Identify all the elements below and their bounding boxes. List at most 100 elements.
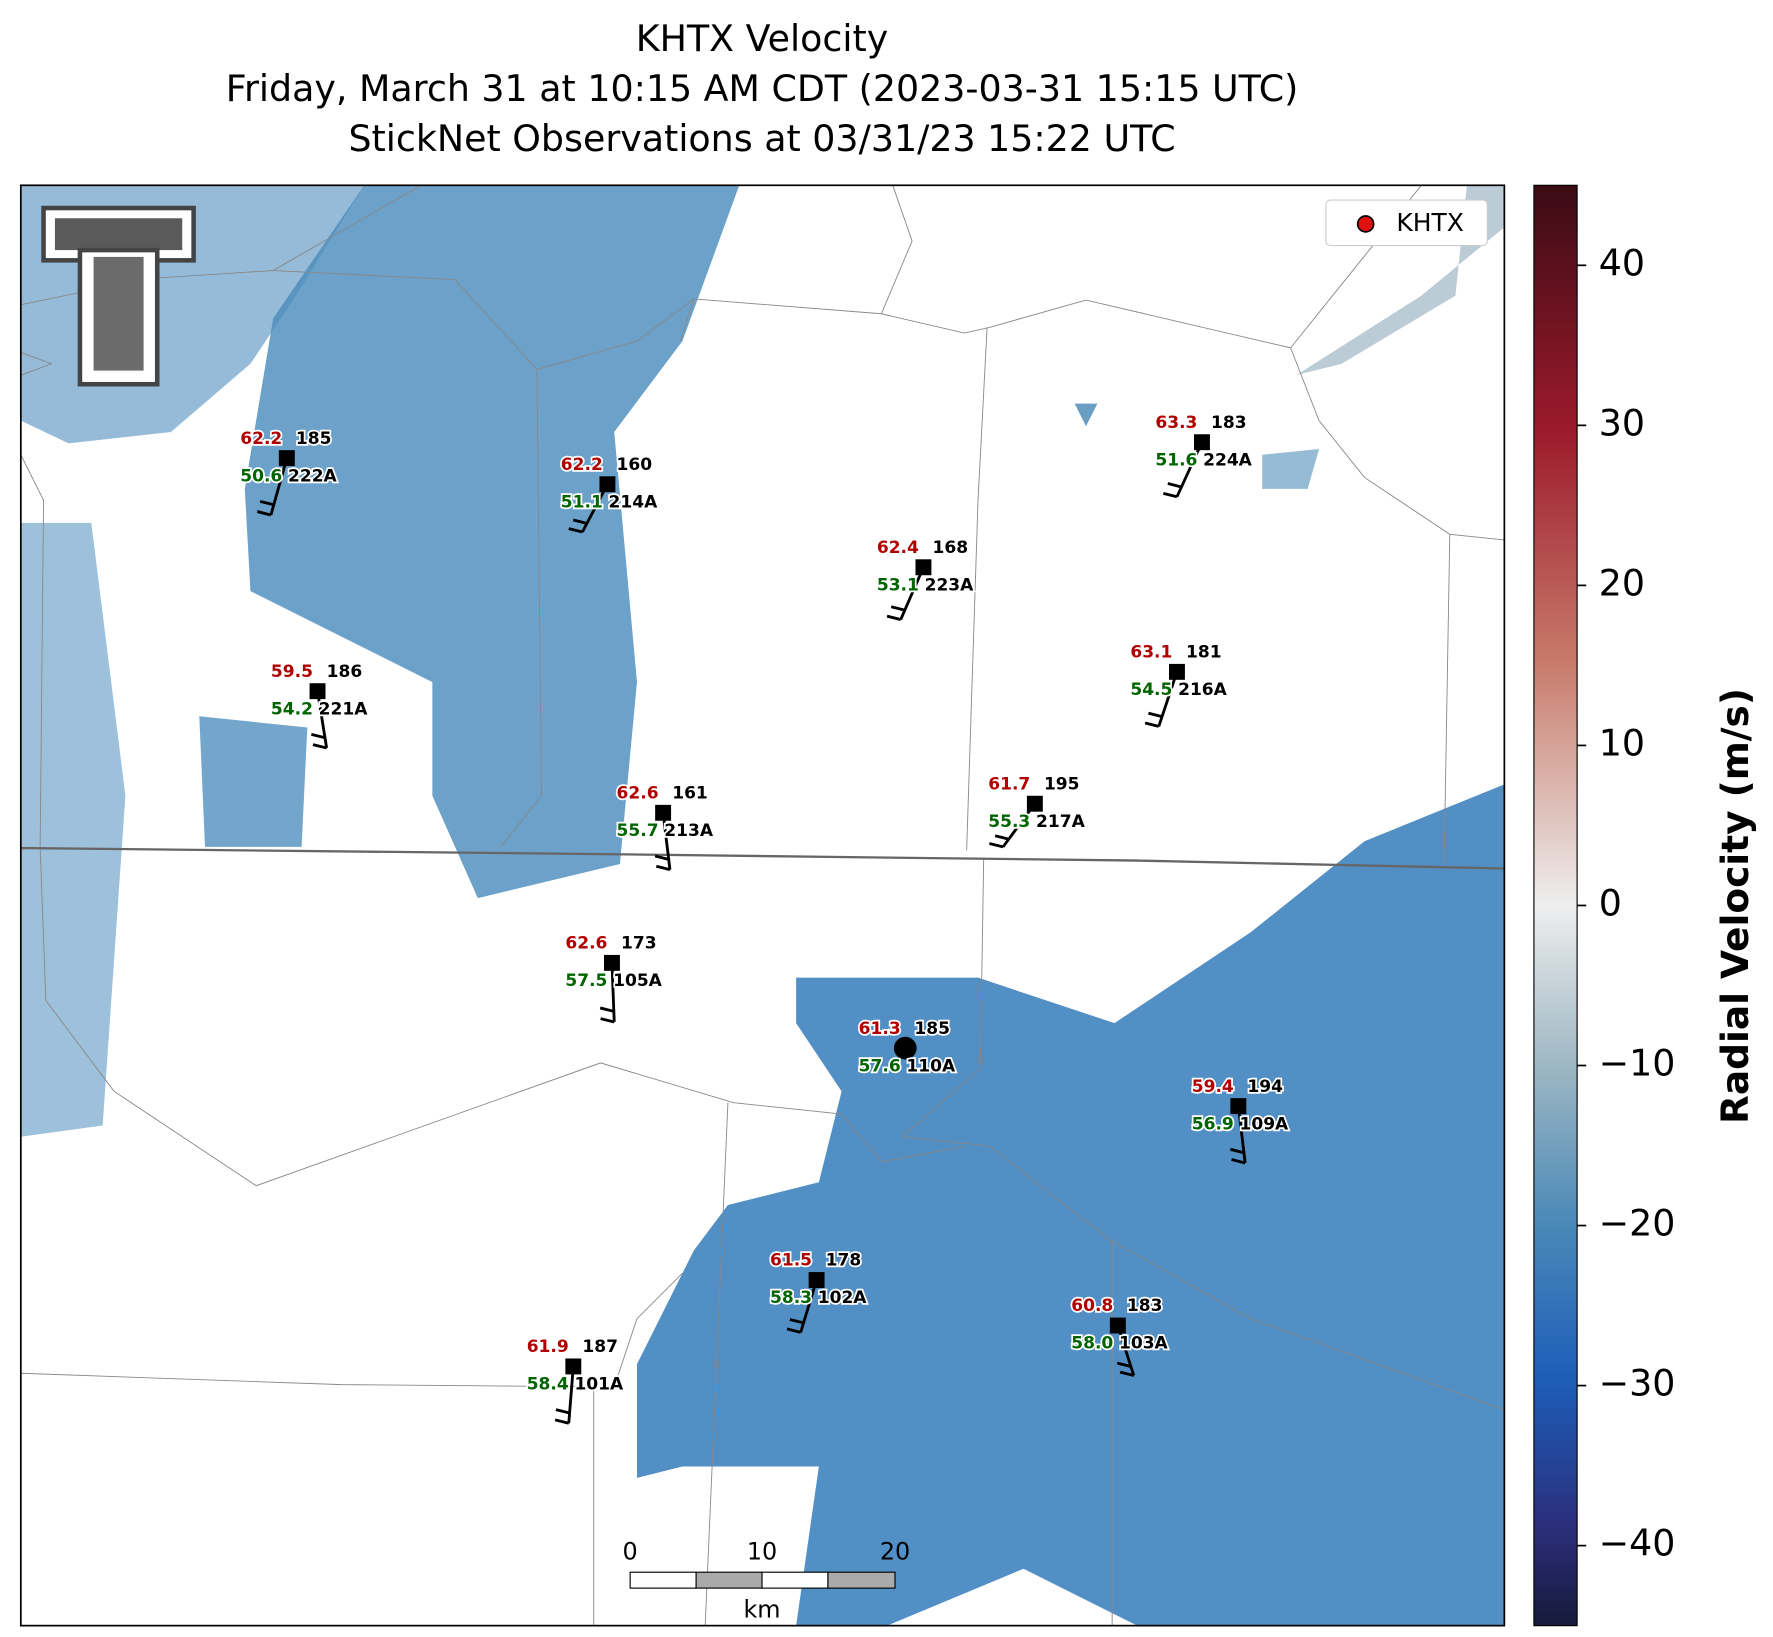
station-reading: 185 — [914, 1019, 950, 1039]
wind-barb-flag — [572, 518, 588, 525]
radar-layer — [20, 185, 1505, 1626]
station: 62.2 185 50.6 222A — [239, 427, 339, 517]
wind-barb — [661, 812, 672, 870]
dewpoint: 53.1 — [877, 575, 919, 595]
temperature: 60.8 — [1071, 1296, 1113, 1316]
station-marker — [1194, 434, 1210, 451]
station: 61.9 187 58.4 101A — [525, 1335, 626, 1425]
dewpoint: 56.9 — [1192, 1114, 1234, 1134]
station-id: 221A — [319, 699, 369, 719]
stations: 62.2 185 50.6 222A 62.2 160 51.1 214A 63.3 183 51.… — [239, 411, 1291, 1425]
temperature: 61.5 — [770, 1251, 812, 1271]
wind-barb-flag — [1144, 721, 1160, 728]
wind-barb-flag — [989, 842, 1004, 849]
colorbar-tick-label: −40 — [1599, 1522, 1676, 1565]
station: 61.7 195 55.3 217A — [987, 773, 1087, 849]
wind-barb-flag — [655, 864, 671, 872]
station-marker — [893, 1036, 917, 1060]
dewpoint: 58.4 — [527, 1375, 569, 1395]
scale-bar: 0 10 20 km — [623, 1537, 911, 1623]
scale-label: 20 — [880, 1537, 910, 1565]
station-reading: 183 — [1127, 1296, 1163, 1316]
wind-barb — [567, 1366, 575, 1424]
temperature: 59.5 — [271, 662, 313, 682]
station-marker — [808, 1272, 825, 1289]
title: KHTX Velocity Friday, March 31 at 10:15 … — [226, 17, 1299, 160]
scale-label: 10 — [747, 1537, 777, 1565]
county-lines — [20, 185, 1505, 1626]
wind-barb — [316, 690, 329, 749]
wind-barb-flag — [555, 1408, 570, 1415]
dewpoint: 57.5 — [565, 971, 607, 991]
dewpoint: 58.3 — [770, 1288, 812, 1308]
station-id: 222A — [288, 466, 338, 486]
wind-barb-flag — [886, 614, 902, 621]
station-id: 109A — [1239, 1114, 1289, 1134]
station-id: 103A — [1119, 1334, 1169, 1354]
station-reading: 173 — [621, 934, 657, 954]
wind-barb — [1116, 1325, 1136, 1376]
wind-barb-flag — [789, 1318, 804, 1325]
station: 60.8 183 58.0 103A — [1070, 1294, 1170, 1377]
station-marker — [915, 559, 932, 576]
dewpoint: 54.2 — [271, 699, 313, 719]
temperature: 62.6 — [565, 934, 607, 954]
dewpoint: 55.7 — [617, 821, 659, 841]
station-id: 216A — [1178, 680, 1228, 700]
station: 63.3 183 51.6 224A — [1154, 411, 1254, 499]
title-line: StickNet Observations at 03/31/23 15:22 … — [348, 117, 1175, 160]
station-reading: 160 — [617, 455, 653, 475]
station: 62.6 161 55.7 213A — [615, 782, 716, 872]
legend: KHTX — [1325, 199, 1488, 247]
dewpoint: 51.6 — [1155, 450, 1197, 470]
station-id: 213A — [664, 821, 714, 841]
station-id: 102A — [818, 1288, 868, 1308]
station-id: 224A — [1203, 450, 1253, 470]
temperature: 59.4 — [1192, 1077, 1234, 1097]
wind-barb-flag — [654, 854, 670, 861]
station-marker — [655, 804, 672, 821]
temperature: 62.2 — [561, 455, 603, 475]
colorbar-tick-label: −10 — [1599, 1042, 1676, 1085]
station-reading: 195 — [1044, 774, 1080, 794]
station: 62.6 173 57.5 105A — [564, 932, 664, 1024]
station: 59.4 194 56.9 109A — [1190, 1075, 1291, 1165]
station-reading: 194 — [1247, 1077, 1283, 1097]
colorbar-tick-label: −30 — [1599, 1362, 1676, 1405]
station-marker — [309, 683, 326, 700]
colorbar-tick-label: 20 — [1599, 561, 1645, 604]
dewpoint: 57.6 — [859, 1056, 901, 1076]
colorbar: Radial Velocity (m/s) −40 −30 −20 −10 0 10 20 3… — [1533, 184, 1757, 1627]
temperature: 61.9 — [527, 1337, 569, 1357]
dewpoint: 50.6 — [240, 466, 282, 486]
wind-barb-flag — [1119, 1370, 1135, 1377]
dewpoint: 58.0 — [1071, 1334, 1113, 1354]
station: 61.3 185 57.6 110A — [857, 1017, 958, 1078]
station-id: 217A — [1036, 812, 1086, 832]
dewpoint: 51.1 — [561, 492, 603, 512]
station-marker — [565, 1358, 582, 1375]
wind-barb — [610, 962, 616, 1023]
dewpoint: 55.3 — [988, 812, 1030, 832]
station-marker — [1230, 1098, 1247, 1115]
station: 59.5 186 54.2 221A — [269, 660, 370, 750]
station-reading: 185 — [296, 429, 332, 449]
station-marker — [1026, 795, 1043, 812]
scale-unit: km — [743, 1595, 780, 1623]
wind-barb-flag — [1229, 1147, 1245, 1155]
wind-barb-flag — [600, 1017, 615, 1024]
temperature: 61.3 — [859, 1019, 901, 1039]
logo — [41, 205, 196, 387]
station-reading: 183 — [1211, 413, 1247, 433]
station-id: 105A — [613, 971, 663, 991]
title-line: Friday, March 31 at 10:15 AM CDT (2023-0… — [226, 67, 1299, 110]
station-reading: 168 — [933, 538, 969, 558]
colorbar-tick-label: 40 — [1599, 241, 1645, 284]
wind-barb-flag — [890, 605, 906, 612]
wind-barb-flag — [994, 834, 1010, 841]
temperature: 63.1 — [1130, 643, 1172, 663]
station-id: 223A — [925, 575, 975, 595]
wind-barb-flag — [554, 1418, 570, 1425]
wind-barb-flag — [312, 743, 327, 750]
